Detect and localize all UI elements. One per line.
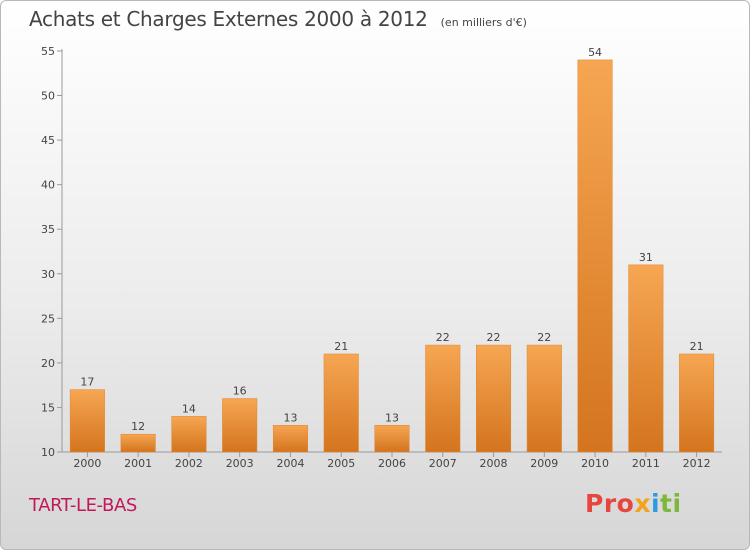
x-tick-label: 2008 (480, 457, 508, 470)
y-tick-label: 20 (41, 357, 55, 370)
chart-subtitle: (en milliers d'€) (440, 16, 527, 29)
bar-value-label: 13 (385, 411, 399, 424)
logo-part: x (634, 489, 651, 518)
bar-value-label: 22 (537, 331, 551, 344)
x-tick-label: 2000 (73, 457, 101, 470)
x-tick-label: 2004 (276, 457, 304, 470)
bar-value-label: 54 (588, 46, 602, 59)
y-tick-label: 15 (41, 401, 55, 414)
bar (374, 425, 410, 453)
bar-value-label: 13 (283, 411, 297, 424)
bar-value-label: 21 (690, 340, 704, 353)
proxiti-logo[interactable]: Proxiti (585, 489, 682, 518)
bar (679, 353, 715, 453)
bar-value-label: 22 (487, 331, 501, 344)
chart-title: Achats et Charges Externes 2000 à 2012 (29, 7, 428, 31)
bar (272, 425, 308, 453)
logo-part: Pro (585, 489, 635, 518)
x-tick-label: 2002 (175, 457, 203, 470)
logo-part: ti (660, 489, 682, 518)
y-tick-label: 10 (41, 446, 55, 459)
x-tick-label: 2006 (378, 457, 406, 470)
bar (425, 344, 461, 453)
bar (526, 344, 562, 453)
bar-value-label: 16 (233, 385, 247, 398)
x-tick-label: 2011 (632, 457, 660, 470)
bar-value-label: 21 (334, 340, 348, 353)
bar (628, 264, 664, 453)
bar (222, 398, 258, 453)
y-tick-label: 35 (41, 223, 55, 236)
x-tick-label: 2005 (327, 457, 355, 470)
x-tick-label: 2009 (530, 457, 558, 470)
bar (69, 389, 105, 453)
chart-title-block: Achats et Charges Externes 2000 à 2012 (… (29, 7, 527, 31)
y-tick-label: 30 (41, 268, 55, 281)
bar-value-label: 22 (436, 331, 450, 344)
x-tick-label: 2010 (581, 457, 609, 470)
logo-part: i (650, 489, 661, 518)
bar (577, 59, 613, 453)
x-tick-label: 2003 (226, 457, 254, 470)
bar (323, 353, 359, 453)
bar-value-label: 31 (639, 251, 653, 264)
bar (171, 416, 207, 453)
y-tick-label: 55 (41, 45, 55, 58)
bar (476, 344, 512, 453)
commune-name: TART-LE-BAS (29, 495, 137, 516)
y-tick-label: 40 (41, 179, 55, 192)
bar-value-label: 14 (182, 402, 196, 415)
bar (120, 433, 156, 453)
bar-value-label: 17 (80, 376, 94, 389)
y-tick-label: 45 (41, 134, 55, 147)
x-tick-label: 2012 (683, 457, 711, 470)
y-tick-label: 50 (41, 90, 55, 103)
y-tick-label: 25 (41, 312, 55, 325)
x-tick-label: 2007 (429, 457, 457, 470)
bar-value-label: 12 (131, 420, 145, 433)
x-tick-label: 2001 (124, 457, 152, 470)
